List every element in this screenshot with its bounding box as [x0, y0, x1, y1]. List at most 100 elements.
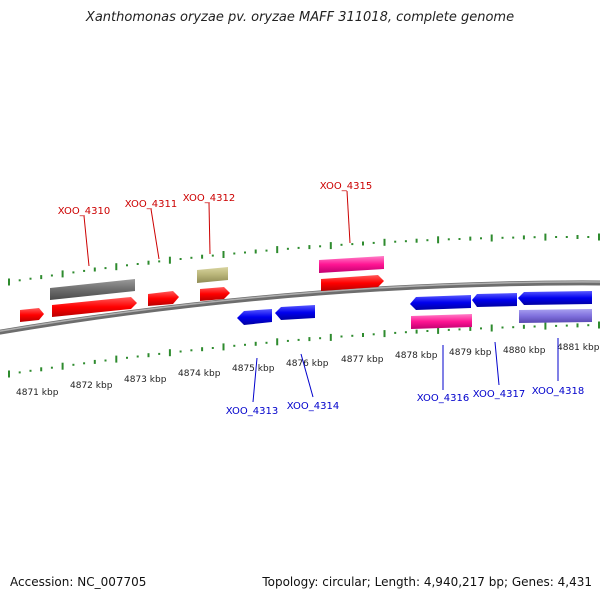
gene-arrow-red[interactable] — [200, 287, 230, 301]
footer-accession: Accession: NC_007705 — [10, 575, 146, 589]
major-tick — [490, 324, 493, 332]
gene-arrow-blue[interactable] — [237, 309, 272, 325]
forward-gene-labels: XOO_4310 XOO_4311 XOO_4312 XOO_4315 — [58, 181, 372, 267]
minor-tick — [286, 339, 289, 342]
upper-scale-ticks — [8, 233, 600, 286]
genes-label: Genes: — [511, 575, 554, 589]
minor-tick — [158, 352, 161, 355]
minor-tick — [50, 274, 53, 277]
minor-tick — [40, 367, 43, 372]
length-label: Length: — [374, 575, 421, 589]
minor-tick — [201, 347, 204, 352]
minor-tick — [501, 326, 504, 329]
scale-label: 4879 kbp — [449, 348, 492, 358]
minor-tick — [447, 328, 450, 331]
scale-label: 4873 kbp — [124, 375, 167, 385]
leader-line — [300, 353, 314, 398]
gene-label-xoo-4312[interactable]: XOO_4312 — [183, 193, 235, 204]
minor-tick — [254, 341, 257, 346]
gene-arrow-gray[interactable] — [50, 279, 135, 300]
topology-value: circular — [322, 575, 367, 589]
minor-tick — [93, 267, 96, 272]
scale-label: 4876 kbp — [286, 359, 329, 369]
gene-arrow-olive[interactable] — [197, 267, 228, 283]
leader-line — [252, 357, 258, 403]
minor-tick — [340, 243, 343, 246]
minor-tick — [72, 271, 75, 274]
gene-label-xoo-4313[interactable]: XOO_4313 — [226, 406, 278, 417]
gene-label-xoo-4315[interactable]: XOO_4315 — [320, 181, 372, 192]
minor-tick — [83, 362, 86, 365]
footer-stats: Topology: circular; Length: 4,940,217 bp… — [262, 575, 592, 589]
minor-tick — [404, 240, 407, 243]
minor-tick — [555, 324, 558, 327]
minor-tick — [587, 324, 590, 327]
scale-label: 4871 kbp — [16, 388, 59, 398]
minor-tick — [565, 324, 568, 327]
scale-label: 4875 kbp — [232, 364, 275, 374]
major-tick — [437, 326, 440, 334]
accession-label: Accession: — [10, 575, 74, 589]
minor-tick — [18, 279, 21, 282]
major-tick — [329, 333, 332, 341]
minor-tick — [480, 237, 482, 240]
minor-tick — [522, 235, 525, 240]
minor-tick — [136, 263, 139, 265]
minor-tick — [394, 331, 397, 334]
gene-label-xoo-4316[interactable]: XOO_4316 — [417, 393, 469, 404]
gene-label-xoo-4317[interactable]: XOO_4317 — [473, 389, 525, 400]
gene-arrow-red[interactable] — [52, 297, 137, 317]
minor-tick — [297, 338, 300, 341]
minor-tick — [447, 238, 450, 241]
major-tick — [329, 242, 332, 250]
minor-tick — [576, 235, 579, 239]
gene-arrow-red-small[interactable] — [20, 308, 44, 322]
gene-arrow-blue[interactable] — [518, 291, 592, 305]
gene-label-xoo-4310[interactable]: XOO_4310 — [58, 206, 110, 217]
gene-arrow-blue[interactable] — [410, 295, 471, 310]
minor-tick — [372, 241, 375, 244]
gene-arrow-blue[interactable] — [275, 305, 315, 320]
major-tick — [437, 236, 440, 244]
gene-arrow-purple[interactable] — [519, 309, 592, 323]
scale-labels: 4871 kbp 4872 kbp 4873 kbp 4874 kbp 4875… — [16, 343, 600, 398]
minor-tick — [286, 247, 289, 250]
gene-arrow-pink[interactable] — [319, 256, 384, 273]
minor-tick — [426, 239, 429, 242]
scale-label: 4877 kbp — [341, 355, 384, 365]
major-tick — [544, 322, 547, 330]
gene-arrow-blue[interactable] — [472, 293, 517, 307]
gene-label-xoo-4314[interactable]: XOO_4314 — [287, 401, 339, 412]
minor-tick — [211, 254, 214, 257]
length-value: 4,940,217 bp — [423, 575, 504, 589]
minor-tick — [415, 238, 418, 243]
minor-tick — [576, 323, 579, 328]
major-tick — [276, 338, 279, 346]
minor-tick — [480, 327, 482, 330]
minor-tick — [512, 236, 515, 239]
major-tick — [222, 251, 225, 258]
leader-line — [150, 208, 160, 260]
minor-tick — [179, 350, 182, 353]
gene-arrow-pink[interactable] — [411, 314, 472, 329]
reverse-gene-labels: XOO_4313 XOO_4314 XOO_4316 XOO_4317 XOO_… — [226, 338, 584, 417]
minor-tick — [533, 236, 536, 239]
minor-tick — [104, 359, 107, 362]
gene-arrow-red[interactable] — [148, 291, 179, 306]
major-tick — [383, 330, 386, 338]
minor-tick — [555, 236, 558, 238]
leader-line — [346, 190, 351, 244]
minor-tick — [501, 236, 504, 239]
gene-label-xoo-4311[interactable]: XOO_4311 — [125, 199, 177, 210]
reverse-genes — [237, 291, 592, 329]
genes-value: 4,431 — [557, 575, 592, 589]
genome-backbone-highlight — [0, 281, 600, 332]
lower-scale-ticks — [8, 321, 600, 378]
minor-tick — [233, 344, 236, 347]
major-tick — [598, 321, 600, 329]
minor-tick — [319, 337, 322, 340]
gene-arrow-red[interactable] — [321, 275, 384, 291]
scale-label: 4874 kbp — [178, 369, 221, 379]
gene-label-xoo-4318[interactable]: XOO_4318 — [532, 386, 584, 397]
scale-label: 4880 kbp — [503, 346, 546, 356]
